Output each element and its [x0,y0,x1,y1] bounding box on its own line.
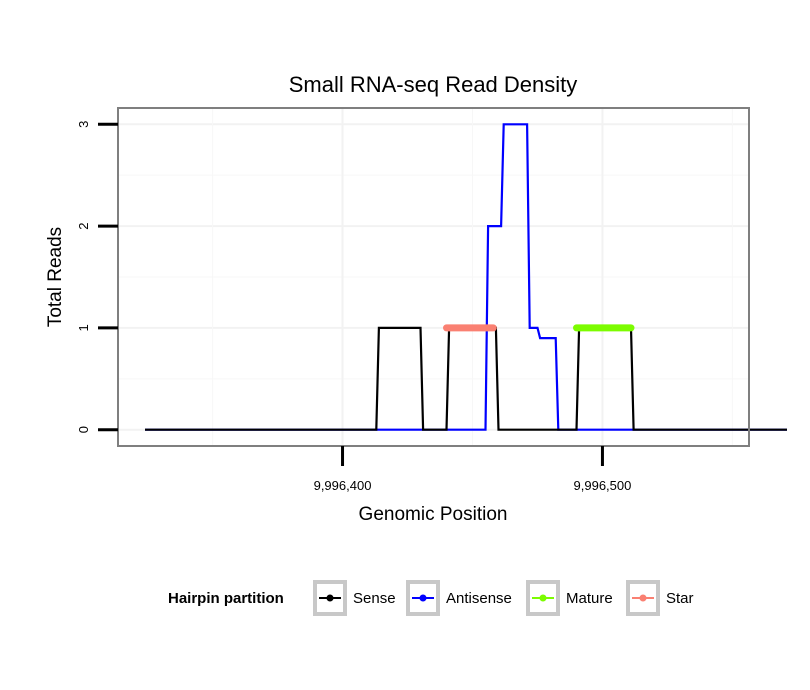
legend-key-point [539,594,547,602]
x-axis-title: Genomic Position [359,504,508,525]
legend-item-sense: Sense [313,580,396,616]
legend-item-star: Star [626,580,694,616]
legend-item-mature: Mature [526,580,613,616]
legend-title: Hairpin partition [168,590,284,607]
y-axis: 0 1 2 3 [76,121,118,433]
legend-key-point [419,594,427,602]
series-line-antisense [145,123,787,431]
legend-label: Star [666,590,694,607]
y-axis-title: Total Reads [45,227,66,327]
x-tick-label: 9,996,500 [574,478,632,493]
y-tick-label: 1 [76,324,91,331]
legend-label: Mature [566,590,613,607]
legend-item-antisense: Antisense [406,580,512,616]
chart-title: Small RNA-seq Read Density [289,72,578,97]
plot-grid [119,109,748,445]
legend-label: Antisense [446,590,512,607]
legend-label: Sense [353,590,396,607]
y-tick-label: 2 [76,222,91,229]
x-tick-label: 9,996,400 [314,478,372,493]
plot-panel-border [117,107,750,447]
legend-key-point [326,594,334,602]
series-layer [145,123,787,431]
legend-key-point [639,594,647,602]
y-tick-label: 0 [76,426,91,433]
x-axis: 9,996,400 9,996,500 [314,446,632,493]
y-tick-label: 3 [76,121,91,128]
legend: Hairpin partition Sense Antisense Mature St… [168,580,694,616]
